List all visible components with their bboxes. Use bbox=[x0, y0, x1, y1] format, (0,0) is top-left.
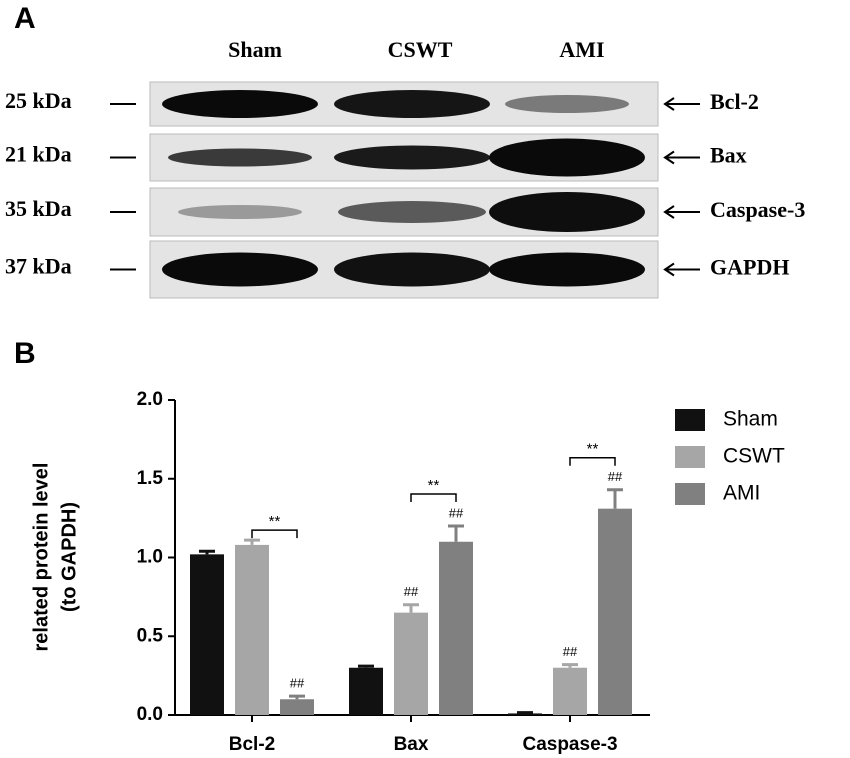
error-bar bbox=[517, 711, 533, 715]
bar bbox=[598, 508, 632, 715]
bracket-label: ** bbox=[269, 513, 281, 530]
panel-label: B bbox=[14, 337, 36, 370]
blot-band bbox=[489, 192, 645, 232]
bar bbox=[349, 667, 383, 715]
blot-band bbox=[338, 201, 486, 223]
y-tick-label: 0.5 bbox=[137, 625, 164, 646]
protein-label: Caspase-3 bbox=[710, 197, 805, 222]
bracket bbox=[569, 457, 616, 466]
blot-band bbox=[334, 145, 490, 170]
bar bbox=[280, 699, 314, 715]
bar bbox=[235, 544, 269, 715]
significance-mark: ## bbox=[404, 584, 419, 599]
y-axis-label: related protein level bbox=[30, 463, 52, 652]
bracket-label: ** bbox=[428, 477, 440, 494]
bar bbox=[439, 541, 473, 715]
blot-band bbox=[162, 252, 318, 287]
error-bar bbox=[562, 663, 578, 668]
molecular-weight: 35 kDa bbox=[5, 196, 72, 221]
lane-label: CSWT bbox=[388, 37, 453, 62]
significance-mark: ## bbox=[290, 676, 305, 691]
arrow bbox=[663, 97, 700, 111]
blot-band bbox=[178, 205, 302, 219]
molecular-weight: 25 kDa bbox=[5, 88, 72, 113]
legend-label: AMI bbox=[723, 482, 760, 505]
molecular-weight: 21 kDa bbox=[5, 142, 72, 167]
error-bar bbox=[358, 664, 374, 668]
error-bar bbox=[448, 524, 464, 542]
protein-label: Bcl-2 bbox=[710, 89, 759, 114]
error-bar bbox=[607, 488, 623, 509]
y-tick-label: 0.0 bbox=[137, 704, 163, 725]
blot-band bbox=[334, 252, 490, 287]
x-tick-label: Bax bbox=[394, 734, 429, 755]
molecular-weight: 37 kDa bbox=[5, 254, 72, 279]
blot-band bbox=[489, 252, 645, 287]
blot-band bbox=[162, 90, 318, 118]
significance-mark: ## bbox=[563, 644, 578, 659]
panel-label: A bbox=[14, 2, 36, 35]
y-tick-label: 2.0 bbox=[137, 389, 163, 410]
bracket-label: ** bbox=[587, 441, 599, 458]
blot-band bbox=[168, 148, 312, 167]
lane-label: Sham bbox=[228, 37, 282, 62]
legend-swatch bbox=[675, 409, 705, 431]
significance-mark: ## bbox=[449, 505, 464, 520]
arrow bbox=[663, 150, 700, 165]
bar bbox=[190, 554, 224, 715]
error-bar bbox=[289, 694, 305, 700]
legend-label: Sham bbox=[723, 408, 778, 431]
legend-swatch bbox=[675, 483, 705, 505]
bracket bbox=[410, 493, 457, 502]
y-tick-label: 1.0 bbox=[137, 547, 163, 568]
bar bbox=[394, 612, 428, 715]
x-tick-label: Bcl-2 bbox=[229, 734, 275, 755]
error-bar bbox=[199, 549, 215, 555]
x-tick-label: Caspase-3 bbox=[522, 734, 617, 755]
y-tick-label: 1.5 bbox=[137, 468, 164, 489]
protein-label: GAPDH bbox=[710, 255, 789, 280]
bracket bbox=[251, 529, 298, 539]
significance-mark: ## bbox=[608, 469, 623, 484]
legend-swatch bbox=[675, 446, 705, 468]
bar bbox=[553, 667, 587, 715]
blot-band bbox=[334, 90, 490, 118]
arrow bbox=[663, 205, 700, 219]
lane-label: AMI bbox=[559, 37, 604, 62]
arrow bbox=[663, 262, 700, 277]
blot-band bbox=[505, 95, 629, 113]
protein-label: Bax bbox=[710, 143, 747, 168]
legend-label: CSWT bbox=[723, 445, 785, 468]
error-bar bbox=[244, 538, 260, 545]
bar bbox=[508, 713, 542, 715]
error-bar bbox=[403, 603, 419, 613]
y-axis-label: (to GAPDH) bbox=[58, 502, 80, 612]
blot-band bbox=[489, 138, 645, 177]
